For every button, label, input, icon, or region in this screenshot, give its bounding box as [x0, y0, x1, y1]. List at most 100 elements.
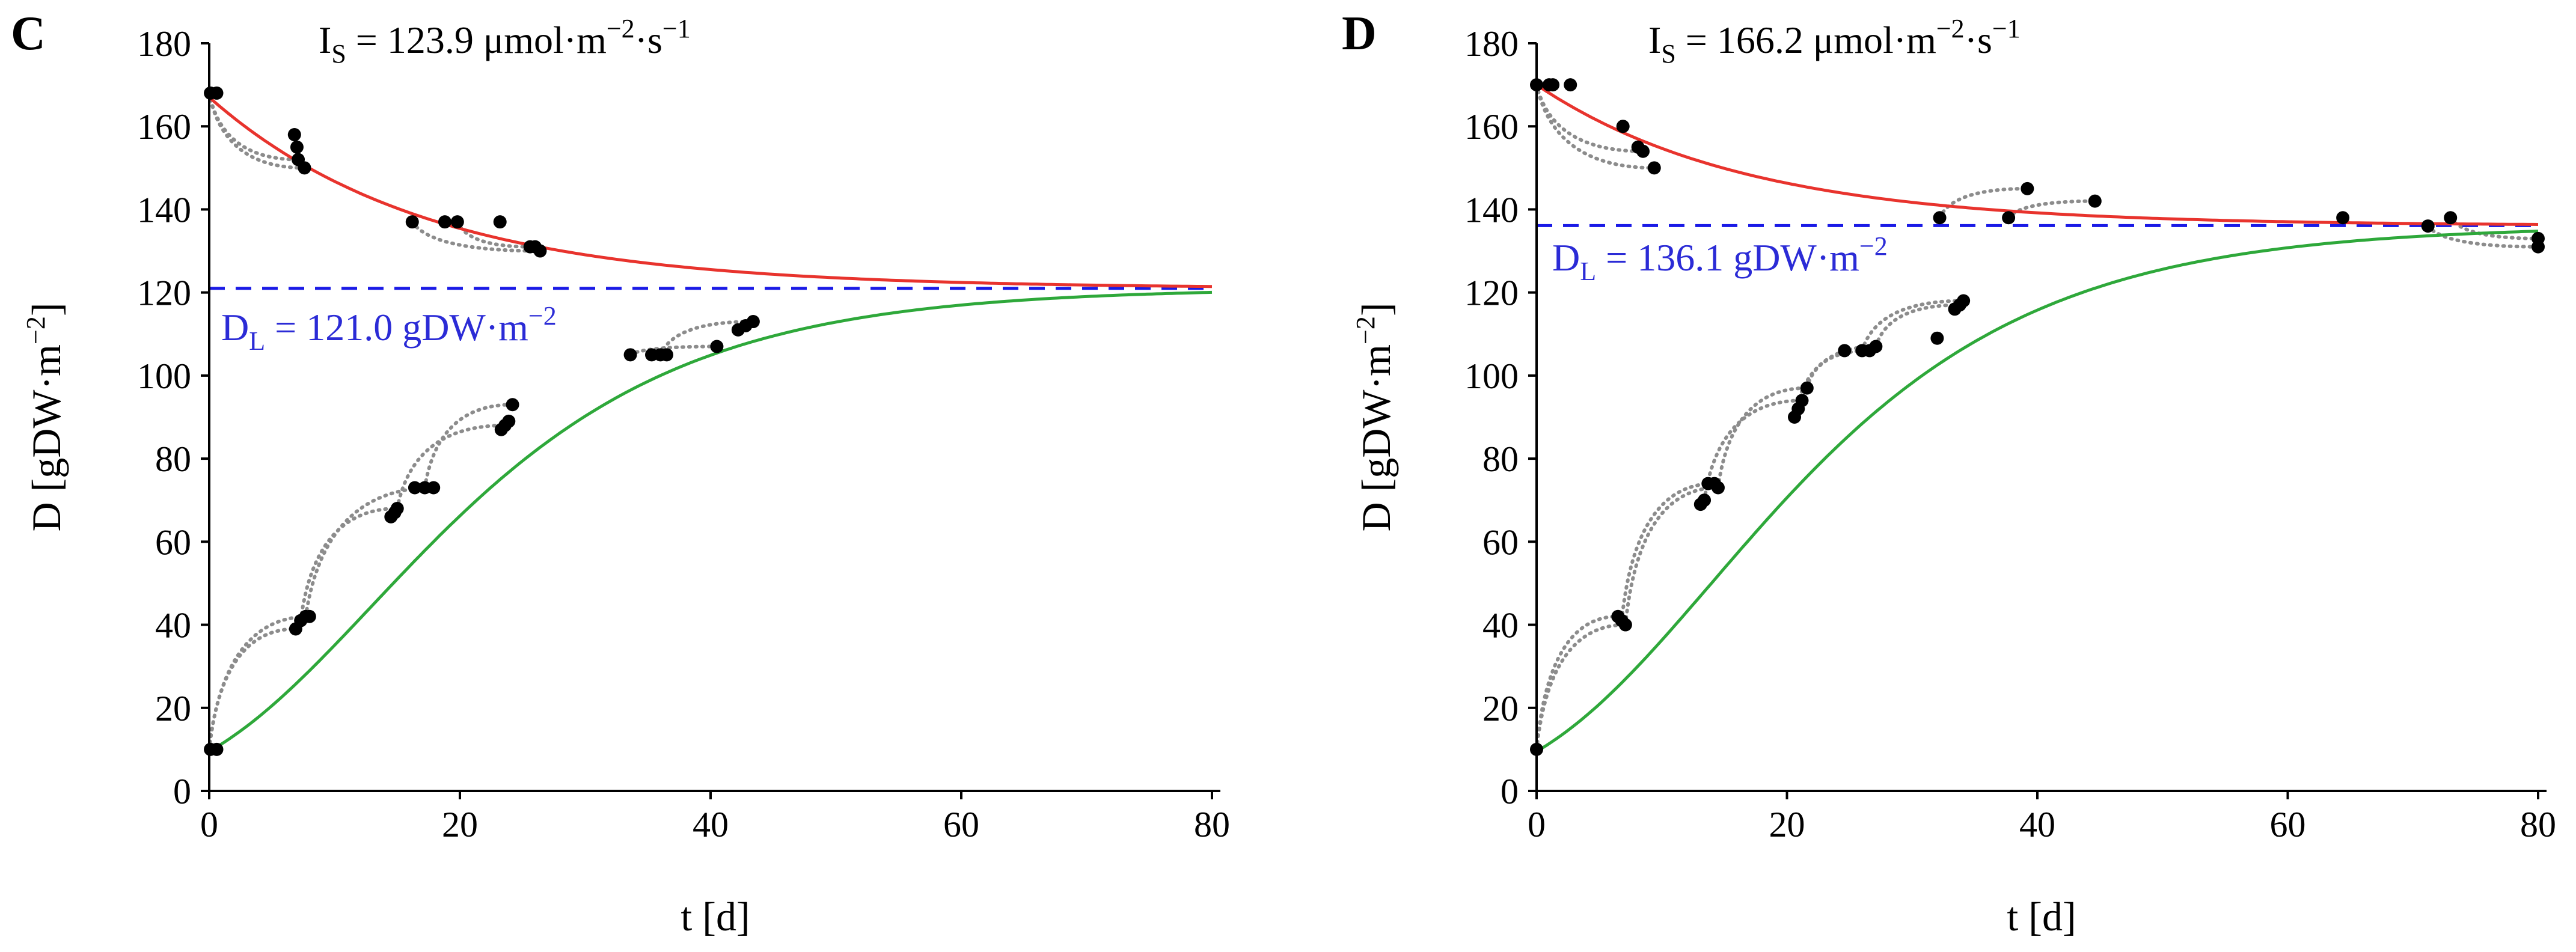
panel-d: 0 20 40 60 80 100 120 140 160 180 0 20 40 60 80 D IS … [1342, 7, 2556, 939]
simulated-trajectory [207, 614, 311, 751]
x-tick-label: 20 [442, 805, 478, 844]
x-tick-label: 40 [2019, 805, 2055, 844]
x-tick-label: 20 [1769, 805, 1805, 844]
data-point [1800, 381, 1814, 395]
decline-fit-curve [208, 96, 1213, 288]
simulated-trajectory [1535, 83, 1645, 153]
data-point [2336, 211, 2350, 225]
y-tick-label: 20 [155, 689, 191, 728]
y-tick-label: 140 [1464, 190, 1519, 230]
panel-d-x-ticks: 0 20 40 60 80 [1528, 791, 2556, 844]
panel-c-x-ticks: 0 20 40 60 80 [200, 791, 1230, 844]
data-point [408, 481, 421, 495]
data-point [1795, 394, 1809, 407]
y-tick-label: 60 [1482, 522, 1519, 562]
data-point [1869, 340, 1883, 353]
panel-d-label: D [1342, 7, 1377, 60]
simulated-trajectory [299, 507, 399, 623]
y-tick-label: 120 [1464, 273, 1519, 313]
panel-d-x-label: t [d] [2007, 894, 2076, 939]
data-point [710, 340, 724, 353]
data-point [390, 502, 404, 516]
panel-c: 0 20 40 60 80 100 120 140 160 180 0 20 40 60 80 C IS … [11, 7, 1230, 939]
data-point [210, 86, 224, 100]
simulated-trajectory [1535, 614, 1620, 751]
simulated-trajectory [2426, 224, 2540, 249]
data-point [450, 215, 464, 229]
data-point [502, 414, 516, 428]
data-point [287, 128, 301, 142]
data-point [2002, 211, 2016, 225]
y-tick-label: 40 [1482, 606, 1519, 645]
data-point [210, 742, 224, 756]
y-tick-label: 160 [1464, 107, 1519, 147]
data-point [1711, 481, 1725, 495]
data-point [1564, 78, 1577, 92]
data-point [533, 244, 547, 258]
data-point [660, 348, 674, 362]
panel-c-dl-label: DL = 121.0 gDW·m−2 [221, 301, 557, 356]
decline-fit-curve [1535, 84, 2539, 226]
y-tick-label: 0 [1501, 772, 1519, 811]
data-point [2421, 219, 2435, 233]
panel-c-title: IS = 123.9 μmol·m−2·s−1 [319, 14, 691, 69]
data-point [1957, 294, 1971, 308]
simulated-trajectory [410, 220, 542, 253]
data-point [623, 348, 637, 362]
y-tick-label: 0 [173, 772, 191, 811]
y-tick-label: 180 [137, 24, 191, 64]
data-point [493, 215, 507, 229]
panel-d-marks [1530, 78, 2545, 756]
y-tick-label: 160 [137, 107, 191, 147]
data-point [506, 398, 519, 412]
y-tick-label: 100 [1464, 356, 1519, 396]
x-tick-label: 80 [1194, 805, 1230, 844]
x-tick-label: 60 [943, 805, 979, 844]
y-tick-label: 120 [137, 273, 191, 313]
y-tick-label: 80 [155, 439, 191, 479]
y-tick-label: 40 [155, 606, 191, 645]
simulated-trajectory [1703, 398, 1804, 502]
data-point [2021, 182, 2034, 195]
data-point [2088, 194, 2102, 208]
simulated-trajectory [1938, 186, 2030, 220]
growth-fit-curve [1535, 230, 2539, 753]
panel-c-y-ticks: 0 20 40 60 80 100 120 140 160 180 [137, 24, 209, 811]
data-point [1618, 618, 1632, 632]
panel-c-label: C [11, 7, 46, 60]
panel-c-x-label: t [d] [681, 894, 750, 939]
simulated-trajectory [1860, 299, 1966, 353]
simulated-trajectory [304, 486, 436, 618]
data-point [290, 140, 304, 154]
data-point [405, 215, 419, 229]
data-point [746, 315, 760, 329]
data-point [298, 161, 311, 175]
data-point [1616, 120, 1630, 133]
growth-fit-curve [208, 290, 1213, 753]
simulated-trajectory [395, 423, 507, 511]
y-tick-label: 20 [1482, 689, 1519, 728]
x-tick-label: 0 [1528, 805, 1546, 844]
simulated-trajectory [628, 344, 719, 357]
data-point [1647, 161, 1661, 175]
y-tick-label: 180 [1464, 24, 1519, 64]
data-point [1930, 331, 1944, 345]
data-point [1838, 344, 1852, 358]
y-tick-label: 60 [155, 522, 191, 562]
data-point [2444, 211, 2458, 225]
simulated-trajectory [1623, 486, 1720, 627]
data-point [302, 609, 316, 623]
simulated-trajectory [207, 91, 307, 170]
data-point [1636, 144, 1650, 158]
panel-d-y-ticks: 0 20 40 60 80 100 120 140 160 180 [1464, 24, 1537, 811]
y-tick-label: 140 [137, 190, 191, 230]
panel-c-y-label: D [gDW·m−2] [21, 302, 69, 531]
panel-d-y-label: D [gDW·m−2] [1351, 302, 1399, 531]
y-tick-label: 100 [137, 356, 191, 396]
panel-d-dl-label: DL = 136.1 gDW·m−2 [1552, 231, 1888, 286]
x-tick-label: 80 [2520, 805, 2556, 844]
panel-c-marks [204, 86, 1214, 756]
simulated-trajectory [1620, 481, 1716, 623]
simulated-trajectory [1535, 623, 1627, 751]
